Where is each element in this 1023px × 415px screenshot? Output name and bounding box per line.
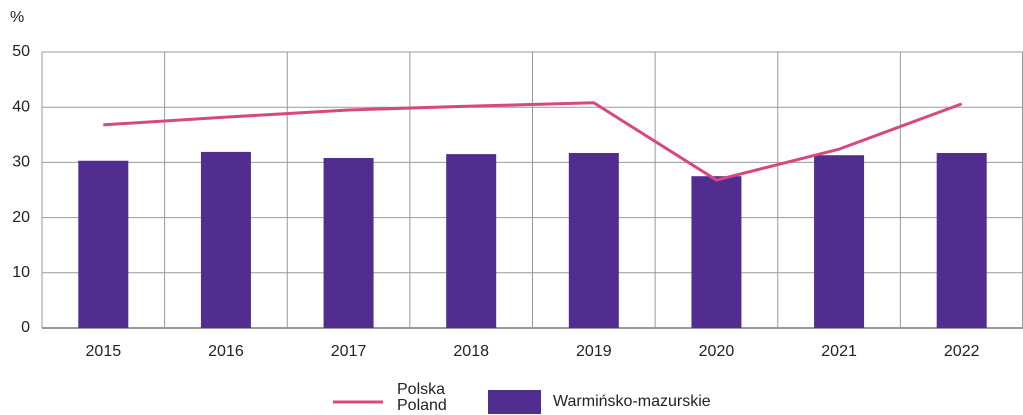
bar xyxy=(814,155,865,328)
y-unit: % xyxy=(10,9,24,26)
x-tick-label: 2018 xyxy=(453,343,489,360)
bar xyxy=(200,151,251,328)
legend-label: Warmińsko-mazurskie xyxy=(553,393,711,410)
bar xyxy=(78,160,129,328)
x-tick-label: 2016 xyxy=(208,343,244,360)
x-tick-label: 2015 xyxy=(86,343,122,360)
x-tick-label: 2021 xyxy=(821,343,857,360)
y-tick-label: 40 xyxy=(12,98,30,115)
y-tick-label: 10 xyxy=(12,264,30,281)
y-tick-label: 30 xyxy=(12,154,30,171)
x-tick-label: 2020 xyxy=(699,343,735,360)
bar xyxy=(691,176,742,328)
y-tick-label: 0 xyxy=(21,319,30,336)
bar xyxy=(936,153,987,328)
legend-label-en: Poland xyxy=(397,397,447,414)
bar xyxy=(446,154,497,328)
x-tick-label: 2022 xyxy=(944,343,980,360)
bar xyxy=(323,157,374,328)
line xyxy=(103,101,963,182)
y-tick-label: 50 xyxy=(12,43,30,60)
y-tick-label: 20 xyxy=(12,209,30,226)
x-tick-label: 2019 xyxy=(576,343,612,360)
x-tick-label: 2017 xyxy=(331,343,367,360)
legend-label: Polska xyxy=(397,381,445,398)
bar xyxy=(568,153,619,328)
legend-swatch xyxy=(488,390,541,414)
